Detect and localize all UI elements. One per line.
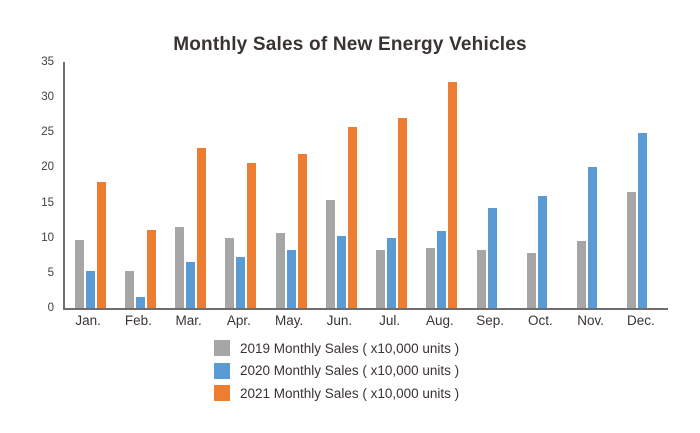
bar-2020-aug <box>437 230 447 308</box>
legend-swatch-2020 <box>214 362 230 379</box>
legend-label: 2019 Monthly Sales ( x10,000 units ) <box>240 340 460 356</box>
bar-2019-jan <box>74 239 84 308</box>
bar-group-aug <box>417 62 467 308</box>
bar-group-apr <box>216 62 266 308</box>
x-tick-label: Oct. <box>527 313 553 328</box>
chart-title: Monthly Sales of New Energy Vehicles <box>173 34 527 55</box>
bar-2019-nov <box>577 240 587 308</box>
y-tick-label: 25 <box>41 126 54 139</box>
y-tick-label: 5 <box>47 266 54 279</box>
legend-item-2021: 2021 Monthly Sales ( x10,000 units ) <box>214 385 486 401</box>
x-tick-label: Jun. <box>326 313 353 328</box>
bar-2020-oct <box>537 195 547 308</box>
bar-2019-sep <box>476 250 486 308</box>
bar-2021-mar <box>197 148 207 308</box>
bar-2020-dec <box>638 133 648 308</box>
bar-2021-apr <box>247 162 257 308</box>
bar-2019-feb <box>124 270 134 308</box>
x-tick-label: May. <box>274 313 304 328</box>
bar-2021-may <box>297 154 307 308</box>
legend-label: 2021 Monthly Sales ( x10,000 units ) <box>240 385 460 401</box>
bar-2019-jun <box>325 199 335 308</box>
bar-2021-jul <box>398 117 408 308</box>
x-axis-tick-labels: Jan. Feb. Mar. Apr. May. Jun. Jul. Aug. Sep. Oct.… <box>63 313 666 328</box>
bar-2020-feb <box>135 296 145 308</box>
bar-2019-dec <box>627 192 637 308</box>
legend: 2019 Monthly Sales ( x10,000 units ) 2020… <box>0 340 700 401</box>
bar-group-jul <box>367 62 417 308</box>
x-tick-label: Apr. <box>226 313 251 328</box>
bar-2021-aug <box>448 82 458 308</box>
x-tick-label: Sep. <box>476 313 505 328</box>
legend-swatch-2019 <box>214 340 230 356</box>
legend-item-2020: 2020 Monthly Sales ( x10,000 units ) <box>214 362 486 379</box>
x-tick-label: Feb. <box>124 313 152 328</box>
x-tick-label: Aug. <box>425 313 454 328</box>
bar-2020-jul <box>387 238 397 308</box>
bar-2020-jan <box>85 271 95 308</box>
bar-2019-jul <box>376 250 386 308</box>
x-tick-label: Jul. <box>379 313 401 328</box>
bar-group-may <box>266 62 316 308</box>
bar-2019-mar <box>175 227 185 308</box>
bar-2020-nov <box>588 167 598 308</box>
bar-2020-jun <box>336 236 346 308</box>
legend-label: 2020 Monthly Sales ( x10,000 units ) <box>240 363 460 378</box>
bar-2020-may <box>286 250 296 308</box>
y-tick-label: 20 <box>41 161 54 174</box>
bar-group-feb <box>115 62 165 308</box>
x-tick-label: Jan. <box>75 313 101 328</box>
y-tick-label: 30 <box>41 91 54 104</box>
bar-group-sep <box>467 62 517 308</box>
y-tick-label: 35 <box>41 56 54 68</box>
bar-group-jun <box>316 62 366 308</box>
bar-2019-apr <box>225 237 235 308</box>
y-axis-tick-labels: 0 5 10 15 20 25 30 35 <box>18 56 54 314</box>
bar-2020-mar <box>186 262 196 308</box>
bar-group-dec <box>618 62 668 308</box>
bar-group-mar <box>166 62 216 308</box>
bar-2019-oct <box>526 253 536 308</box>
bar-2021-feb <box>146 229 156 308</box>
y-tick-label: 0 <box>47 302 54 314</box>
plot-area <box>63 62 668 310</box>
y-tick-label: 15 <box>41 196 54 209</box>
bar-2019-may <box>275 232 285 308</box>
bar-group-nov <box>568 62 618 308</box>
y-tick-label: 10 <box>41 231 54 244</box>
bar-2021-jan <box>96 182 106 308</box>
bar-group-oct <box>517 62 567 308</box>
x-tick-label: Dec. <box>626 313 655 328</box>
legend-item-2019: 2019 Monthly Sales ( x10,000 units ) <box>214 340 486 356</box>
bar-2021-jun <box>347 127 357 308</box>
bar-2020-apr <box>236 257 246 308</box>
bar-group-jan <box>65 62 115 308</box>
bar-2020-sep <box>487 208 497 308</box>
legend-swatch-2021 <box>214 385 230 401</box>
bar-2019-aug <box>426 247 436 308</box>
x-tick-label: Mar. <box>175 313 202 328</box>
x-tick-label: Nov. <box>577 313 604 328</box>
